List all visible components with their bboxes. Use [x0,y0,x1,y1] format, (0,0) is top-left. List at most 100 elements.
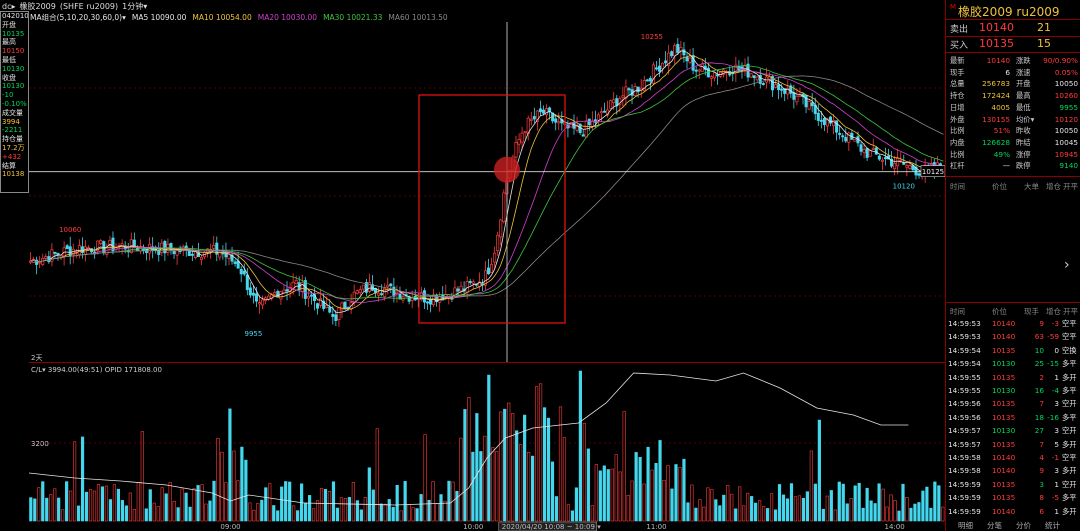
volume-bar [698,499,702,522]
tick-row: 14:59:53 10140 63 -59 空平 [946,332,1080,344]
price-axis-label: 10125 [922,168,944,176]
candle-body [761,83,765,85]
symbol-part-1[interactable]: 橡胶2009 [19,2,56,11]
candle-body [828,116,833,124]
volume-bar [499,411,503,522]
ask-price: 10140 [979,21,1014,34]
stat-key: 现手 [950,67,965,77]
volume-bar [459,437,463,522]
candle-body [874,147,878,155]
stat-value: 10945 [1054,149,1078,159]
info-line: 成交量 [2,108,23,117]
volume-bar [702,506,706,522]
candle-body [425,301,429,304]
tick-row: 14:59:59 10135 3 1 空开 [946,480,1080,492]
candle-body [334,314,338,322]
candle-body [789,85,793,94]
volume-legend[interactable]: C/L▾ 3994.00(49:51) OPID 171808.00 [31,366,162,374]
volume-bar [614,454,618,522]
volume-chart[interactable]: C/L▾ 3994.00(49:51) OPID 171808.00 3200 09… [29,363,945,531]
candle-body [661,62,665,69]
volume-bar [288,481,292,522]
tick-volume: 8 [1039,493,1044,503]
ma-line-30 [30,65,944,300]
bid-row[interactable]: 买入 10135 15 [946,37,1080,51]
candle-body [29,260,33,263]
volume-bar [941,506,945,522]
tab-3[interactable]: 统计 [1045,521,1060,530]
price-annotation: 9955 [245,330,263,338]
tick-row: 14:59:55 10135 2 1 多开 [946,373,1080,385]
time-range-select[interactable]: 2020/04/20 10:08 ~ 10:09 ▾ [498,521,601,531]
candle-body [50,249,54,262]
candle-body [832,119,836,127]
quote-panel: M 橡胶2009 ru2009 卖出 10140 21 买入 10135 15 最… [945,0,1080,531]
volume-bar [538,383,543,522]
tick-row: 14:59:59 10140 6 1 多开 [946,507,1080,519]
tab-0[interactable]: 明细 [958,521,973,530]
candle-body [294,280,298,285]
volume-bar [905,497,909,522]
tick-volume: 10 [1034,345,1044,355]
candle-body [838,133,842,135]
tick-price: 10140 [992,466,1016,476]
tick-oi-change: 0 [1054,345,1059,355]
symbol-part-3[interactable]: 1分钟▾ [122,2,148,11]
info-line: 10135 [2,29,25,38]
tick-oi-change: -59 [1047,332,1059,342]
candle-body [795,95,799,103]
tick-row: 14:59:57 10130 27 3 空开 [946,426,1080,438]
stat-key: 内盘 [950,137,965,147]
candle-body [862,149,866,153]
candle-body [355,290,359,294]
symbol-line[interactable]: dc▸ 橡胶2009 (SHFE ru2009) 1分钟▾ [2,1,151,12]
volume-bar [403,481,407,522]
volume-bar [152,502,156,522]
volume-bar [646,446,650,522]
volume-bar [335,507,340,522]
stat-right[interactable]: 均价▾ 10120 [1016,115,1078,126]
candle-body [758,75,762,84]
volume-bar [742,505,746,522]
candle-body [196,252,200,258]
ma-combo-select[interactable]: MA组合(5,10,20,30,60,0)▾ [30,13,126,22]
volume-bar [754,502,758,522]
candle-body [859,144,863,152]
tab-2[interactable]: 分价 [1016,521,1031,530]
volume-bar [57,497,61,522]
stat-right: 最高 10260 [1016,91,1078,102]
candle-body [538,108,542,113]
candle-body [590,120,594,127]
candle-body [883,157,887,160]
time-tick: 10:00 [463,523,483,531]
volume-bar [678,467,682,522]
tab-1[interactable]: 分笔 [987,521,1002,530]
bid-label: 买入 [950,41,969,51]
candle-body [645,79,649,82]
symbol-part-0[interactable]: dc▸ [2,2,16,11]
ask-row[interactable]: 卖出 10140 21 [946,21,1080,35]
symbol-part-2[interactable]: (SHFE ru2009) [59,2,119,11]
candle-body [917,173,921,176]
candle-body [786,87,790,95]
volume-bar [144,508,148,522]
candle-body [59,255,63,258]
volume-bar [801,498,806,522]
volume-bar [686,502,690,522]
candle-body [367,282,371,292]
tick-oi-change: -1 [1051,453,1059,462]
tick-oi-change: 1 [1054,479,1059,489]
tick-price: 10135 [992,345,1016,355]
candle-body [783,88,787,94]
candle-body [554,118,558,123]
candle-body [483,270,487,286]
candle-body [844,137,848,142]
volume-bar [447,480,451,522]
volume-bar [180,488,184,522]
volume-bar [391,507,395,522]
chevron-right-icon[interactable]: › [1064,257,1070,273]
volume-bar [630,480,634,522]
price-chart[interactable]: 10255 10060 9955 10120 10125 2天 [29,22,945,363]
tick-volume: 4 [1039,453,1044,462]
candle-body [612,99,616,103]
